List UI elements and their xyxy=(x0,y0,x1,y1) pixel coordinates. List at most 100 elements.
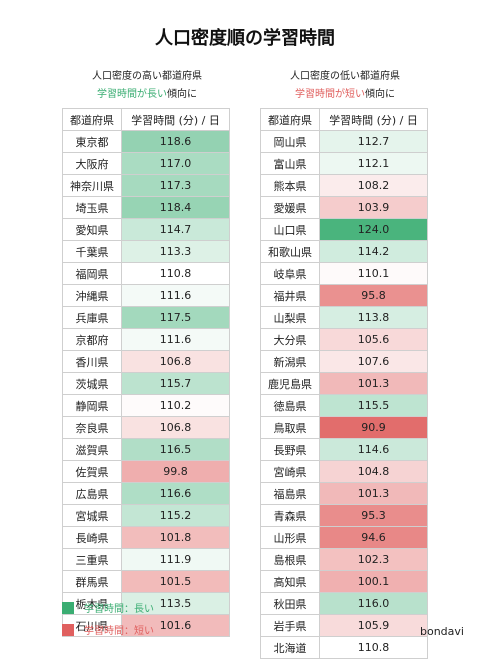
right-study-time-cell: 124.0 xyxy=(319,218,428,241)
left-prefecture-cell: 千葉県 xyxy=(62,240,122,263)
left-study-time-cell: 101.6 xyxy=(121,614,230,637)
right-prefecture-cell: 福井県 xyxy=(260,284,320,307)
right-subtitle-suffix: 傾向に xyxy=(365,89,395,100)
left-prefecture-cell: 滋賀県 xyxy=(62,438,122,461)
right-study-time-cell: 112.7 xyxy=(319,130,428,153)
right-prefecture-cell: 宮崎県 xyxy=(260,460,320,483)
right-table-row: 岡山県 112.7 xyxy=(260,130,428,153)
right-table-row: 愛媛県 103.9 xyxy=(260,196,428,219)
left-prefecture-cell: 兵庫県 xyxy=(62,306,122,329)
left-table-row: 福岡県 110.8 xyxy=(62,262,230,285)
left-table-row: 群馬県 101.5 xyxy=(62,570,230,593)
left-table-row: 石川県 101.6 xyxy=(62,614,230,637)
left-study-time-cell: 117.3 xyxy=(121,174,230,197)
left-table-row: 東京都 118.6 xyxy=(62,130,230,153)
left-study-time-cell: 110.2 xyxy=(121,394,230,417)
right-subtitle: 人口密度の低い都道府県 学習時間が短い傾向に xyxy=(260,68,430,104)
left-prefecture-cell: 広島県 xyxy=(62,482,122,505)
left-prefecture-cell: 奈良県 xyxy=(62,416,122,439)
right-study-time-cell: 103.9 xyxy=(319,196,428,219)
left-table-row: 奈良県 106.8 xyxy=(62,416,230,439)
left-prefecture-cell: 東京都 xyxy=(62,130,122,153)
left-table-row: 神奈川県 117.3 xyxy=(62,174,230,197)
right-table-row: 長野県 114.6 xyxy=(260,438,428,461)
left-study-time-cell: 99.8 xyxy=(121,460,230,483)
right-subtitle-line2: 学習時間が短い傾向に xyxy=(260,86,430,104)
right-prefecture-cell: 岩手県 xyxy=(260,614,320,637)
left-header-prefecture: 都道府県 xyxy=(62,108,122,131)
right-subtitle-line1: 人口密度の低い都道府県 xyxy=(290,71,400,82)
right-prefecture-cell: 長野県 xyxy=(260,438,320,461)
right-prefecture-cell: 岐阜県 xyxy=(260,262,320,285)
left-table-row: 栃木県 113.5 xyxy=(62,592,230,615)
right-table-row: 岩手県 105.9 xyxy=(260,614,428,637)
right-prefecture-cell: 青森県 xyxy=(260,504,320,527)
right-table-row: 岐阜県 110.1 xyxy=(260,262,428,285)
right-table-row: 熊本県 108.2 xyxy=(260,174,428,197)
right-prefecture-cell: 熊本県 xyxy=(260,174,320,197)
right-table-row: 宮崎県 104.8 xyxy=(260,460,428,483)
left-study-time-cell: 116.5 xyxy=(121,438,230,461)
left-study-time-cell: 114.7 xyxy=(121,218,230,241)
right-table-panel: 都道府県 学習時間 (分) / 日 岡山県 112.7 富山県 112.1 熊本県 108… xyxy=(260,108,428,659)
right-table-row: 山形県 94.6 xyxy=(260,526,428,549)
left-study-time-cell: 116.6 xyxy=(121,482,230,505)
right-study-time-cell: 100.1 xyxy=(319,570,428,593)
right-study-time-cell: 107.6 xyxy=(319,350,428,373)
left-table-row: 兵庫県 117.5 xyxy=(62,306,230,329)
left-subtitle-suffix: 傾向に xyxy=(167,89,197,100)
left-study-time-cell: 106.8 xyxy=(121,350,230,373)
right-study-time-cell: 95.3 xyxy=(319,504,428,527)
right-prefecture-cell: 富山県 xyxy=(260,152,320,175)
right-table-row: 徳島県 115.5 xyxy=(260,394,428,417)
left-prefecture-cell: 香川県 xyxy=(62,350,122,373)
left-study-time-cell: 111.6 xyxy=(121,284,230,307)
left-study-time-cell: 118.6 xyxy=(121,130,230,153)
left-subtitle: 人口密度の高い都道府県 学習時間が長い傾向に xyxy=(62,68,232,104)
left-subtitle-accent: 学習時間が長い xyxy=(97,89,167,100)
left-header-study-time: 学習時間 (分) / 日 xyxy=(121,108,230,131)
left-study-time-cell: 111.6 xyxy=(121,328,230,351)
legend-short-swatch xyxy=(62,623,74,636)
right-prefecture-cell: 大分県 xyxy=(260,328,320,351)
right-prefecture-cell: 福島県 xyxy=(260,482,320,505)
right-table-row: 北海道 110.8 xyxy=(260,636,428,659)
legend-long-swatch xyxy=(62,601,74,614)
right-table-row: 高知県 100.1 xyxy=(260,570,428,593)
right-study-time-cell: 90.9 xyxy=(319,416,428,439)
right-table-row: 富山県 112.1 xyxy=(260,152,428,175)
right-study-time-cell: 114.2 xyxy=(319,240,428,263)
left-prefecture-cell: 長崎県 xyxy=(62,526,122,549)
left-table-row: 沖縄県 111.6 xyxy=(62,284,230,307)
right-header-study-time: 学習時間 (分) / 日 xyxy=(319,108,428,131)
right-prefecture-cell: 山形県 xyxy=(260,526,320,549)
right-table-row: 和歌山県 114.2 xyxy=(260,240,428,263)
left-prefecture-cell: 宮城県 xyxy=(62,504,122,527)
left-prefecture-cell: 三重県 xyxy=(62,548,122,571)
left-prefecture-cell: 大阪府 xyxy=(62,152,122,175)
right-study-time-cell: 112.1 xyxy=(319,152,428,175)
right-study-time-cell: 101.3 xyxy=(319,372,428,395)
left-table-header-row: 都道府県 学習時間 (分) / 日 xyxy=(62,108,230,131)
left-prefecture-cell: 神奈川県 xyxy=(62,174,122,197)
right-table-row: 新潟県 107.6 xyxy=(260,350,428,373)
right-table-row: 秋田県 116.0 xyxy=(260,592,428,615)
left-table-row: 佐賀県 99.8 xyxy=(62,460,230,483)
left-table-row: 宮城県 115.2 xyxy=(62,504,230,527)
left-table-row: 大阪府 117.0 xyxy=(62,152,230,175)
right-table-row: 山梨県 113.8 xyxy=(260,306,428,329)
left-study-time-cell: 117.5 xyxy=(121,306,230,329)
right-subtitle-accent: 学習時間が短い xyxy=(295,89,365,100)
right-study-time-cell: 94.6 xyxy=(319,526,428,549)
left-prefecture-cell: 福岡県 xyxy=(62,262,122,285)
legend-long: 学習時間：長い xyxy=(62,600,154,615)
left-study-time-cell: 117.0 xyxy=(121,152,230,175)
right-study-time-cell: 110.1 xyxy=(319,262,428,285)
right-header-prefecture: 都道府県 xyxy=(260,108,320,131)
right-prefecture-cell: 島根県 xyxy=(260,548,320,571)
right-table-header-row: 都道府県 学習時間 (分) / 日 xyxy=(260,108,428,131)
left-table-row: 香川県 106.8 xyxy=(62,350,230,373)
legend-short-label: 学習時間：短い xyxy=(84,626,154,637)
left-prefecture-cell: 茨城県 xyxy=(62,372,122,395)
left-study-time-cell: 106.8 xyxy=(121,416,230,439)
